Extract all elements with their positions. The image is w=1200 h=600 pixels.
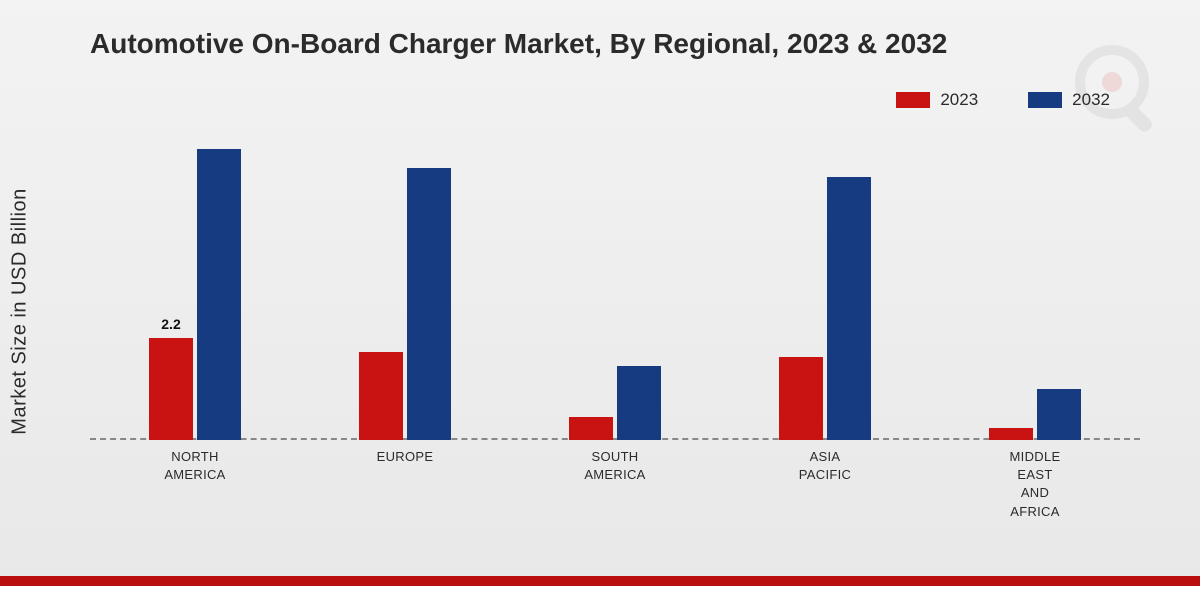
bar-2032 — [197, 149, 241, 440]
legend: 2023 2032 — [896, 90, 1110, 110]
x-tick-label: EUROPE — [335, 448, 475, 466]
bar-group — [779, 177, 871, 440]
bar-group — [359, 168, 451, 440]
bar-2023 — [569, 417, 613, 440]
chart-title: Automotive On-Board Charger Market, By R… — [90, 28, 947, 60]
bar-2032 — [407, 168, 451, 440]
bar-group — [989, 389, 1081, 440]
x-axis-labels: NORTH AMERICA EUROPE SOUTH AMERICA ASIA PAC… — [90, 440, 1140, 560]
x-tick-label: NORTH AMERICA — [125, 448, 265, 484]
bar-2023 — [779, 357, 823, 440]
bar-group: 2.2 — [149, 149, 241, 440]
bar-2032 — [827, 177, 871, 440]
bar-2023 — [989, 428, 1033, 440]
bar-2032 — [1037, 389, 1081, 440]
y-axis-label: Market Size in USD Billion — [9, 188, 32, 434]
x-tick-label: MIDDLE EAST AND AFRICA — [965, 448, 1105, 521]
bar-2023 — [359, 352, 403, 440]
legend-item-2023: 2023 — [896, 90, 978, 110]
chart-container: Automotive On-Board Charger Market, By R… — [0, 0, 1200, 600]
plot-area: 2.2 — [90, 140, 1140, 440]
legend-label-2032: 2032 — [1072, 90, 1110, 110]
legend-swatch-2032 — [1028, 92, 1062, 108]
bar-2032 — [617, 366, 661, 440]
bar-value-label: 2.2 — [161, 316, 180, 332]
x-tick-label: SOUTH AMERICA — [545, 448, 685, 484]
footer-accent — [0, 576, 1200, 600]
bar-group — [569, 366, 661, 440]
bar-2023: 2.2 — [149, 338, 193, 440]
legend-label-2023: 2023 — [940, 90, 978, 110]
legend-swatch-2023 — [896, 92, 930, 108]
legend-item-2032: 2032 — [1028, 90, 1110, 110]
x-tick-label: ASIA PACIFIC — [755, 448, 895, 484]
